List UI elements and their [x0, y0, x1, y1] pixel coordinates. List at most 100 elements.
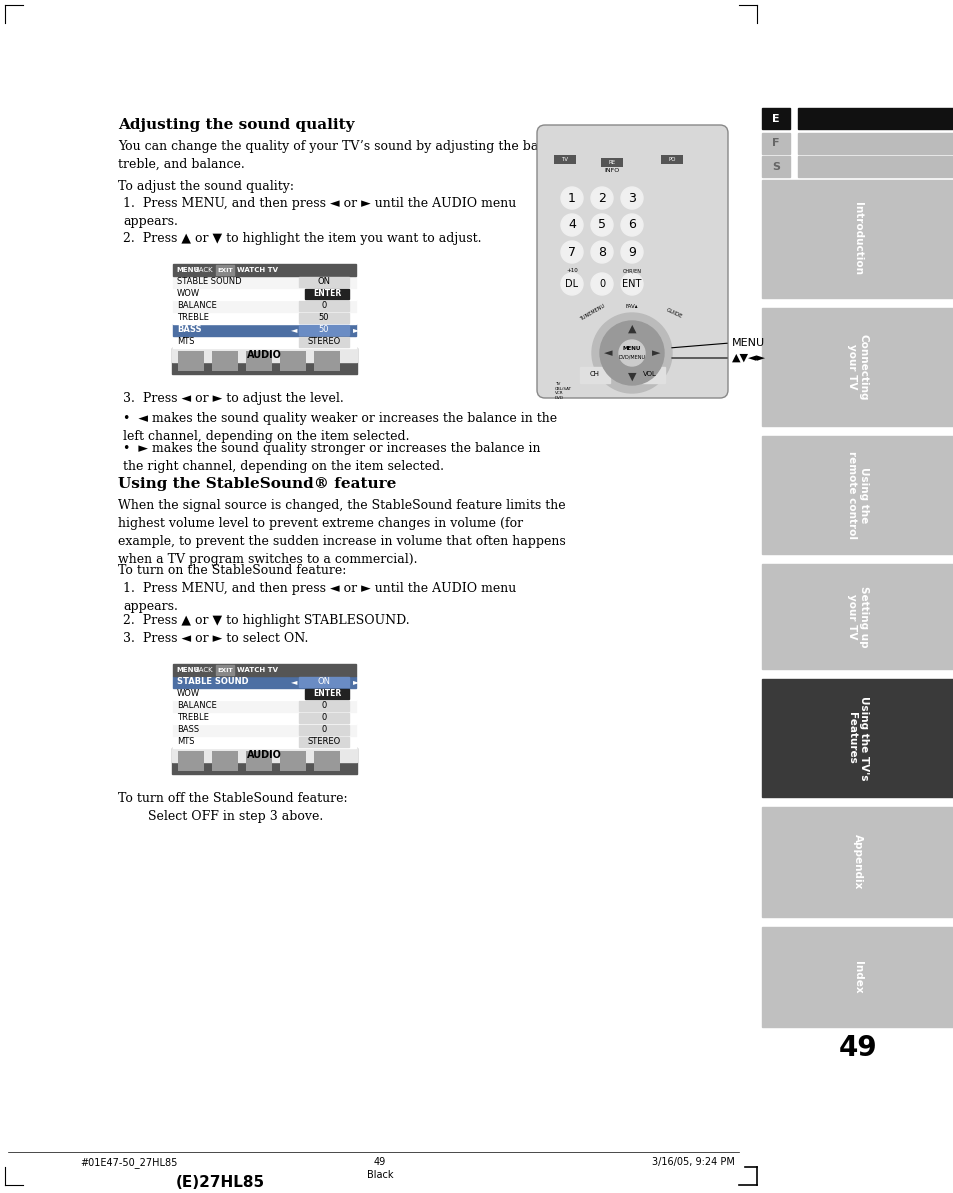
Text: TV
CBL/SAT
VCR
DVD: TV CBL/SAT VCR DVD [555, 382, 572, 400]
Text: MTS: MTS [177, 338, 194, 346]
Bar [172, 251, 356, 373]
FancyBboxPatch shape [537, 125, 727, 398]
Text: ►: ► [651, 348, 659, 358]
Bar [178, 351, 204, 371]
Bar [172, 724, 355, 736]
Circle shape [592, 313, 671, 392]
Bar [761, 564, 953, 669]
Text: To turn off the StableSound feature:: To turn off the StableSound feature: [118, 792, 347, 805]
Bar [246, 752, 272, 771]
Bar [172, 276, 355, 288]
Bar [797, 156, 953, 177]
Circle shape [590, 214, 613, 236]
Text: PO: PO [667, 157, 675, 162]
Bar [298, 737, 349, 747]
Text: DL: DL [565, 279, 578, 289]
Bar [215, 265, 233, 276]
Text: Connecting
your TV: Connecting your TV [846, 334, 868, 400]
Text: ▼: ▼ [627, 372, 636, 382]
Text: MTS: MTS [177, 737, 194, 747]
Text: 0: 0 [321, 725, 326, 735]
Circle shape [560, 187, 582, 209]
Text: 50: 50 [318, 314, 329, 322]
Text: Appendix: Appendix [852, 834, 862, 890]
Bar [172, 288, 355, 299]
Text: ON: ON [317, 278, 330, 286]
Bar [298, 701, 349, 711]
Circle shape [618, 340, 644, 366]
Circle shape [560, 214, 582, 236]
Text: To turn on the StableSound feature:: To turn on the StableSound feature: [118, 564, 346, 577]
Bar [761, 156, 789, 177]
Text: Introduction: Introduction [852, 203, 862, 276]
Bar [172, 665, 355, 676]
Bar [797, 132, 953, 154]
Circle shape [590, 273, 613, 295]
Bar [761, 132, 789, 154]
Circle shape [590, 187, 613, 209]
Bar [172, 336, 355, 348]
Text: ENTER: ENTER [313, 290, 341, 298]
Bar [172, 712, 355, 724]
Text: EXIT: EXIT [217, 267, 233, 272]
Bar [172, 348, 356, 361]
Bar [660, 155, 682, 163]
Bar [178, 752, 204, 771]
Text: 0: 0 [598, 279, 604, 289]
Bar [172, 748, 356, 774]
Text: CHR/EN: CHR/EN [622, 268, 640, 273]
Text: MENU: MENU [175, 267, 199, 273]
Bar [172, 688, 355, 700]
Text: 1: 1 [567, 192, 576, 204]
Text: AUDIO: AUDIO [247, 750, 282, 760]
Text: BACK: BACK [193, 667, 213, 673]
Text: +10: +10 [565, 268, 578, 273]
Text: ►: ► [353, 678, 359, 686]
Text: •  ► makes the sound quality stronger or increases the balance in
the right chan: • ► makes the sound quality stronger or … [123, 441, 540, 472]
Bar [212, 351, 237, 371]
Circle shape [599, 321, 663, 385]
Bar [298, 336, 349, 347]
Bar [298, 324, 349, 335]
Bar [761, 180, 953, 298]
Bar [761, 679, 953, 797]
Text: ▲: ▲ [627, 324, 636, 334]
Text: 3/16/05, 9:24 PM: 3/16/05, 9:24 PM [652, 1157, 734, 1167]
Text: Setting up
your TV: Setting up your TV [846, 586, 868, 648]
Text: S: S [771, 161, 780, 172]
Text: 2.  Press ▲ or ▼ to highlight STABLESOUND.: 2. Press ▲ or ▼ to highlight STABLESOUND… [123, 614, 409, 628]
Bar [298, 277, 349, 288]
Bar [172, 313, 355, 324]
Circle shape [620, 187, 642, 209]
Bar [172, 299, 355, 313]
Bar [212, 752, 237, 771]
Bar [761, 435, 953, 554]
Text: STABLE SOUND: STABLE SOUND [177, 278, 241, 286]
Bar [172, 650, 356, 774]
Circle shape [560, 273, 582, 295]
Text: Using the TV's
Features: Using the TV's Features [846, 696, 868, 780]
Text: BALANCE: BALANCE [177, 701, 216, 711]
Bar [761, 806, 953, 917]
Bar [314, 752, 339, 771]
Text: TV: TV [561, 157, 568, 162]
Bar [600, 157, 622, 167]
Circle shape [590, 241, 613, 262]
Text: EXIT: EXIT [217, 668, 233, 673]
Text: (E)27HL85: (E)27HL85 [175, 1175, 264, 1189]
Text: FAV▴: FAV▴ [625, 304, 638, 309]
Text: Adjusting the sound quality: Adjusting the sound quality [118, 118, 355, 132]
Bar [172, 676, 355, 688]
Text: STABLE SOUND: STABLE SOUND [177, 678, 249, 686]
Bar [172, 736, 355, 748]
Bar [579, 367, 609, 383]
Bar [305, 690, 349, 699]
Text: ►: ► [353, 326, 359, 334]
Text: GUIDE: GUIDE [664, 307, 682, 319]
Text: WOW: WOW [177, 690, 200, 698]
Text: 0: 0 [321, 713, 326, 723]
Text: 2.  Press ▲ or ▼ to highlight the item you want to adjust.: 2. Press ▲ or ▼ to highlight the item yo… [123, 231, 481, 245]
Text: BACK: BACK [193, 267, 213, 273]
Text: CH: CH [589, 371, 599, 377]
Text: MENU: MENU [175, 667, 199, 673]
